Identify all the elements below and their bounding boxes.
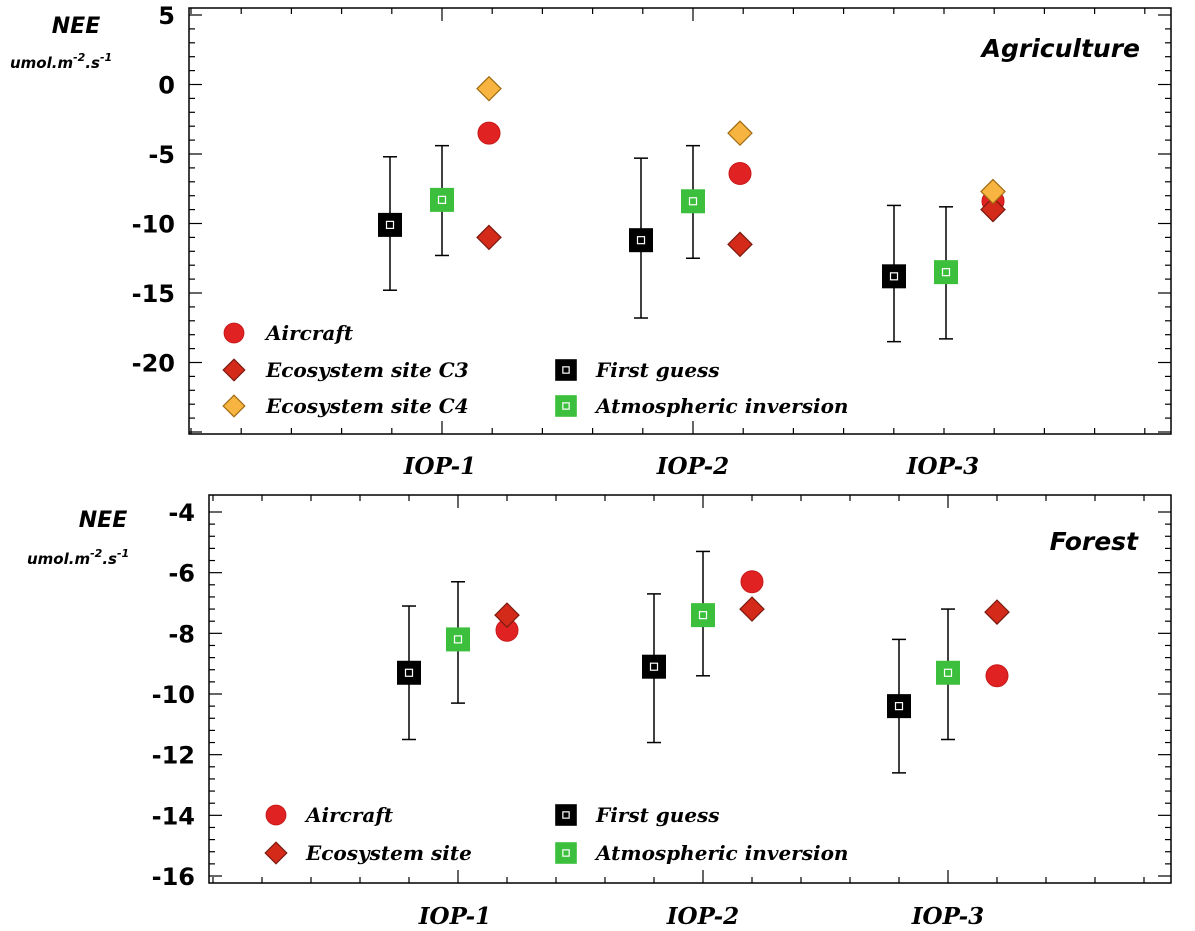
data-point-square-green bbox=[430, 187, 454, 212]
data-point-diamond-red bbox=[980, 196, 1006, 223]
y-tick-label: -10 bbox=[152, 681, 195, 709]
data-point-square-black-inner bbox=[404, 668, 414, 677]
legend-label: First guess bbox=[595, 803, 720, 827]
y-tick-label: -4 bbox=[168, 499, 195, 527]
data-point-diamond-red bbox=[739, 596, 765, 622]
data-point-square-black-inner bbox=[889, 272, 899, 281]
data-point-square-green bbox=[446, 627, 470, 652]
data-point-square-black bbox=[378, 212, 402, 237]
legend-marker-square-green-inner bbox=[562, 849, 570, 857]
legend-label: Ecosystem site C3 bbox=[265, 358, 469, 382]
y-axis-unit: umol.m-2.s-1 bbox=[10, 51, 112, 72]
legend-marker-square-black-inner bbox=[562, 366, 570, 374]
data-point-diamond-orange bbox=[727, 120, 753, 146]
plot-frame bbox=[188, 7, 1172, 435]
legend-label: Atmospheric inversion bbox=[594, 841, 848, 865]
data-point-square-black bbox=[629, 228, 653, 253]
legend-marker-diamond-red bbox=[264, 841, 288, 865]
data-point-square-black bbox=[882, 264, 906, 289]
data-point-diamond-red bbox=[494, 602, 520, 628]
category-label: IOP-2 bbox=[656, 453, 729, 480]
legend-marker-square-black bbox=[555, 804, 577, 826]
category-label: IOP-3 bbox=[906, 453, 979, 480]
legend-marker-square-green bbox=[555, 395, 577, 417]
data-point-diamond-red bbox=[476, 224, 502, 251]
y-tick-label: -14 bbox=[152, 802, 195, 830]
data-point-square-green bbox=[691, 603, 715, 628]
legend-label: Aircraft bbox=[304, 803, 394, 827]
y-axis-label: NEE bbox=[52, 14, 100, 39]
y-tick-label: -8 bbox=[168, 620, 195, 648]
y-axis-unit: umol.m-2.s-1 bbox=[27, 547, 129, 568]
data-point-square-black bbox=[642, 654, 666, 679]
legend-marker-square-green-inner bbox=[562, 402, 570, 410]
y-axis-label: NEE bbox=[79, 508, 127, 533]
data-point-square-green-inner bbox=[698, 611, 708, 620]
legend-marker-circle-red bbox=[265, 804, 287, 826]
data-point-square-green-inner bbox=[437, 195, 447, 204]
data-point-square-black-inner bbox=[636, 236, 646, 245]
legend-label: Ecosystem site C4 bbox=[265, 394, 469, 418]
y-tick-label: -10 bbox=[132, 211, 175, 239]
category-label: IOP-1 bbox=[403, 453, 476, 480]
plot-frame bbox=[208, 494, 1172, 884]
y-tick-label: 5 bbox=[158, 2, 175, 30]
data-point-square-black bbox=[887, 694, 911, 719]
data-point-square-green bbox=[934, 260, 958, 285]
data-point-square-green bbox=[681, 189, 705, 214]
y-tick-label: -6 bbox=[168, 560, 195, 588]
data-point-square-green-inner bbox=[453, 635, 463, 644]
legend-marker-square-black-inner bbox=[562, 811, 570, 819]
category-label: IOP-3 bbox=[911, 903, 984, 930]
y-tick-label: -12 bbox=[152, 742, 195, 770]
chart-title: Forest bbox=[1050, 527, 1139, 556]
data-point-square-green bbox=[936, 660, 960, 685]
data-point-diamond-red bbox=[727, 231, 753, 258]
data-point-square-black-inner bbox=[894, 702, 904, 711]
legend-marker-circle-red bbox=[223, 322, 245, 344]
y-tick-label: -5 bbox=[148, 141, 175, 169]
legend-label: Aircraft bbox=[264, 321, 354, 345]
legend-marker-diamond-red bbox=[222, 358, 246, 382]
data-point-square-green-inner bbox=[688, 197, 698, 206]
data-point-diamond-red bbox=[984, 599, 1010, 625]
data-point-circle-red bbox=[728, 161, 752, 185]
data-point-square-black bbox=[397, 660, 421, 685]
data-point-diamond-orange bbox=[476, 75, 502, 102]
data-point-square-black-inner bbox=[385, 220, 395, 229]
y-tick-label: -20 bbox=[132, 350, 175, 378]
legend-marker-square-black bbox=[555, 359, 577, 381]
data-point-square-green-inner bbox=[941, 268, 951, 277]
legend-marker-diamond-orange bbox=[222, 394, 246, 418]
chart-panel-2: -4 -6 -8 -10 -12 -14 -16 IOP-1 IOP-2 IOP-3 Forest N… bbox=[27, 494, 1172, 930]
data-point-diamond-orange bbox=[980, 178, 1006, 205]
data-point-square-green-inner bbox=[943, 668, 953, 677]
category-label: IOP-2 bbox=[666, 903, 739, 930]
chart-title: Agriculture bbox=[980, 34, 1140, 63]
y-tick-label: -16 bbox=[152, 863, 195, 891]
legend-label: First guess bbox=[595, 358, 720, 382]
data-point-circle-red bbox=[477, 121, 501, 145]
legend-marker-square-green bbox=[555, 842, 577, 864]
data-point-circle-red bbox=[985, 664, 1009, 688]
category-label: IOP-1 bbox=[418, 903, 491, 930]
data-point-circle-red bbox=[740, 570, 764, 594]
y-tick-label: -15 bbox=[132, 280, 175, 308]
chart-panel-1: 5 0 -5 -10 -15 -20 IOP-1 IOP-2 IOP-3 Agriculture N… bbox=[10, 2, 1172, 480]
legend-label: Atmospheric inversion bbox=[594, 394, 848, 418]
data-point-square-black-inner bbox=[649, 662, 659, 671]
y-tick-label: 0 bbox=[158, 72, 175, 100]
legend-label: Ecosystem site bbox=[305, 841, 472, 865]
